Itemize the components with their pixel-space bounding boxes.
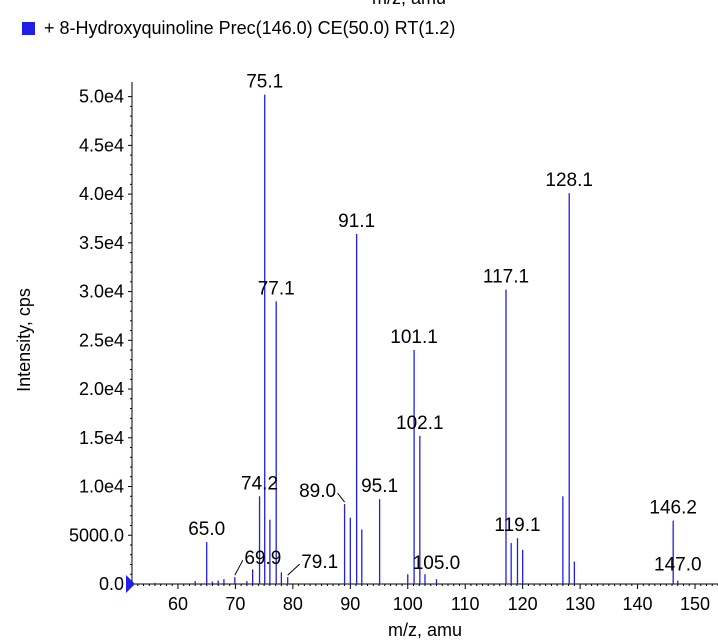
peak-label: 95.1 xyxy=(361,476,398,497)
zero-marker xyxy=(126,575,135,593)
peak-label: 74.2 xyxy=(241,473,278,494)
peak-label: 146.2 xyxy=(649,498,697,519)
peak-label: 75.1 xyxy=(246,72,283,93)
peak-label: 102.1 xyxy=(396,413,444,434)
y-tick-label: 3.0e4 xyxy=(79,282,124,302)
x-tick-label: 100 xyxy=(393,594,423,614)
x-tick-label: 140 xyxy=(623,594,653,614)
y-axis-title: Intensity, cps xyxy=(14,288,34,392)
clipped-axis-title: m/z, amu xyxy=(372,0,446,9)
y-tick-label: 5.0e4 xyxy=(79,87,124,107)
y-tick-label: 4.0e4 xyxy=(79,184,124,204)
y-tick-label: 1.0e4 xyxy=(79,477,124,497)
legend-label: + 8-Hydroxyquinoline Prec(146.0) CE(50.0… xyxy=(44,18,456,38)
peak-label: 65.0 xyxy=(188,519,225,540)
y-tick-label: 2.0e4 xyxy=(79,379,124,399)
peak-label: 89.0 xyxy=(299,481,336,502)
x-tick-label: 130 xyxy=(565,594,595,614)
peak-label: 119.1 xyxy=(494,515,540,536)
x-tick-label: 70 xyxy=(225,594,245,614)
legend: + 8-Hydroxyquinoline Prec(146.0) CE(50.0… xyxy=(22,18,455,39)
y-tick-label: 1.5e4 xyxy=(79,428,124,448)
peak-label: 147.0 xyxy=(654,555,702,576)
peak-label-leader xyxy=(337,492,345,503)
x-tick-label: 80 xyxy=(283,594,303,614)
x-tick-label: 120 xyxy=(508,594,538,614)
y-tick-label: 3.5e4 xyxy=(79,233,124,253)
legend-swatch xyxy=(22,22,35,35)
x-tick-label: 60 xyxy=(168,594,188,614)
x-tick-label: 110 xyxy=(451,594,480,614)
x-tick-label: 90 xyxy=(340,594,360,614)
peak-label: 117.1 xyxy=(483,267,529,288)
y-tick-label: 2.5e4 xyxy=(79,330,124,350)
y-tick-label: 5000.0 xyxy=(69,525,124,545)
peak-label: 69.9 xyxy=(244,548,281,569)
peak-label: 105.0 xyxy=(413,553,461,574)
peak-label-leader xyxy=(234,559,244,576)
peak-label: 128.1 xyxy=(545,170,593,191)
y-tick-label: 0.0 xyxy=(99,574,124,594)
y-tick-label: 4.5e4 xyxy=(79,135,124,155)
peak-label-leader xyxy=(287,563,301,576)
peak-label: 91.1 xyxy=(338,211,375,232)
x-axis-title: m/z, amu xyxy=(388,620,462,640)
x-tick-label: 150 xyxy=(680,594,710,614)
peak-label: 77.1 xyxy=(258,278,295,299)
peak-label: 79.1 xyxy=(301,552,338,573)
peak-label: 101.1 xyxy=(390,327,438,348)
